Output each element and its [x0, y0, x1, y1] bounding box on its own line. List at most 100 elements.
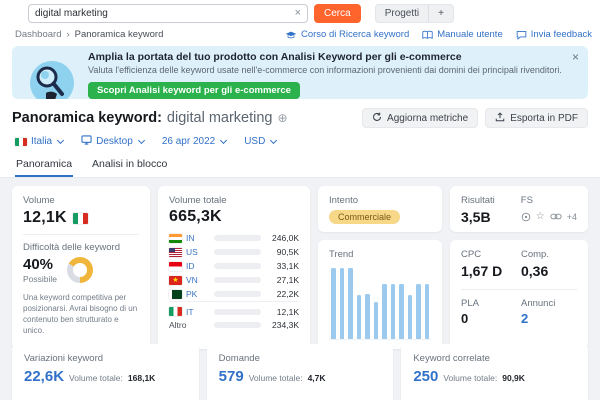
- filters-bar: Italia Desktop 26 apr 2022 USD: [0, 128, 600, 153]
- kd-donut-chart: [67, 257, 94, 283]
- star-icon[interactable]: ☆: [535, 211, 545, 222]
- breadcrumb-separator: ›: [66, 29, 70, 40]
- header-actions: Aggiorna metriche Esporta in PDF: [362, 108, 588, 128]
- country-row[interactable]: Altro 234,3K: [169, 320, 299, 330]
- kd-value: 40%: [23, 256, 54, 273]
- magnifier-illustration-icon: [30, 61, 74, 99]
- indonesia-flag-icon: [169, 261, 182, 271]
- col-keyword[interactable]: Keyword: [413, 398, 498, 400]
- chevron-down-icon: [220, 136, 228, 145]
- intent-badge[interactable]: Commerciale: [329, 210, 401, 224]
- manual-link[interactable]: Manuale utente: [422, 29, 503, 40]
- country-row[interactable]: PK 22,2K: [169, 287, 299, 301]
- banner-title: Amplia la portata del tuo prodotto con A…: [88, 51, 462, 63]
- clear-search-icon[interactable]: ×: [294, 7, 301, 19]
- col-keyword[interactable]: Keyword: [24, 398, 109, 400]
- fs-label: FS: [520, 195, 533, 206]
- intent-trend-column: Intento Commerciale Trend: [318, 186, 442, 349]
- help-links: Corso di Ricerca keyword Manuale utente …: [285, 29, 592, 40]
- col-volume[interactable]: Volume: [498, 398, 544, 400]
- country-row[interactable]: IN 246,0K: [169, 231, 299, 245]
- tabs-bar: Panoramica Analisi in blocco: [0, 153, 600, 178]
- cpc-label: CPC: [461, 249, 482, 260]
- search-button[interactable]: Cerca: [314, 4, 361, 23]
- banner-subtitle: Valuta l'efficienza delle keyword usate …: [88, 65, 562, 75]
- chevron-down-icon: [270, 136, 278, 145]
- banner-close-icon[interactable]: ×: [571, 50, 579, 64]
- country-filter[interactable]: Italia: [15, 136, 65, 147]
- comp-value: 0,36: [521, 263, 549, 279]
- domande-card: Domande 579 Volume totale: 4,7K Keyword …: [206, 344, 394, 400]
- page-title: Panoramica keyword: digital marketing ⊕: [12, 110, 288, 126]
- card-total: 168,1K: [127, 373, 156, 383]
- fs-more[interactable]: +4: [566, 211, 577, 222]
- device-filter[interactable]: Desktop: [81, 135, 145, 148]
- country-row[interactable]: ★ VN 27,1K: [169, 273, 299, 287]
- volume-totale-label: Volume totale: [169, 195, 227, 206]
- variazioni-keyword-card: Variazioni keyword 22,6K Volume totale: …: [12, 344, 199, 400]
- trend-bar: [365, 293, 370, 339]
- country-row[interactable]: ID 33,1K: [169, 259, 299, 273]
- feedback-link[interactable]: Invia feedback: [516, 29, 592, 40]
- trend-bar-chart: [329, 268, 431, 340]
- target-icon[interactable]: [521, 212, 531, 222]
- trend-bar: [424, 283, 429, 339]
- banner-cta-button[interactable]: Scopri Analisi keyword per gli e-commerc…: [88, 82, 300, 99]
- currency-filter[interactable]: USD: [244, 136, 278, 147]
- chevron-down-icon: [137, 136, 145, 145]
- trend-bar: [339, 268, 344, 339]
- table-header-row: Keyword Volume KD%: [219, 398, 382, 400]
- annunci-value[interactable]: 2: [521, 311, 529, 326]
- volume-totale-value: 665,3K: [169, 208, 222, 225]
- add-project-button[interactable]: +: [428, 5, 453, 22]
- italy-flag-icon: [72, 212, 88, 224]
- italy-flag-icon: [15, 137, 27, 146]
- banner-text: Amplia la portata del tuo prodotto con A…: [88, 46, 588, 99]
- date-filter[interactable]: 26 apr 2022: [162, 136, 228, 147]
- tab-panoramica[interactable]: Panoramica: [15, 155, 74, 177]
- promo-banner: Amplia la portata del tuo prodotto con A…: [12, 46, 588, 99]
- col-volume[interactable]: Volume: [303, 398, 349, 400]
- pla-value: 0: [461, 311, 469, 326]
- trend-label: Trend: [329, 249, 354, 260]
- col-kd[interactable]: KD%: [349, 398, 381, 400]
- table-header-row: Keyword Volume KD%: [24, 398, 187, 400]
- card-count[interactable]: 22,6K: [24, 368, 65, 385]
- card-count[interactable]: 579: [218, 368, 244, 385]
- col-kd[interactable]: KD%: [155, 398, 186, 400]
- kd-description: Una keyword competitiva per posizionarsi…: [23, 293, 138, 336]
- col-kd[interactable]: KD%: [544, 398, 576, 400]
- projects-button[interactable]: Progetti: [376, 5, 428, 22]
- export-pdf-button[interactable]: Esporta in PDF: [485, 108, 588, 128]
- india-flag-icon: [169, 233, 182, 243]
- tab-analisi-in-blocco[interactable]: Analisi in blocco: [92, 158, 168, 170]
- country-row[interactable]: US 90,5K: [169, 245, 299, 259]
- keyword-correlate-card: Keyword correlate 250 Volume totale: 90,…: [401, 344, 588, 400]
- search-input[interactable]: [35, 8, 295, 19]
- risultati-card: Risultati 3,5B FS ☆ +4: [450, 186, 588, 232]
- search-field-wrap: ×: [28, 4, 308, 23]
- chat-icon: [516, 30, 527, 40]
- card-count[interactable]: 250: [413, 368, 439, 385]
- trend-bar: [407, 294, 412, 339]
- vietnam-flag-icon: ★: [169, 275, 182, 285]
- breadcrumb-current: Panoramica keyword: [74, 29, 164, 40]
- chevron-down-icon: [57, 136, 65, 145]
- add-keyword-icon[interactable]: ⊕: [277, 111, 288, 125]
- breadcrumb-row: Dashboard › Panoramica keyword Corso di …: [0, 27, 600, 44]
- breadcrumb-dashboard[interactable]: Dashboard: [15, 29, 62, 40]
- col-keyword[interactable]: Keyword: [219, 398, 304, 400]
- country-row[interactable]: IT 12,1K: [169, 301, 299, 318]
- course-link[interactable]: Corso di Ricerca keyword: [285, 29, 409, 40]
- refresh-metrics-button[interactable]: Aggiorna metriche: [362, 108, 479, 128]
- cpc-value: 1,67 D: [461, 263, 503, 279]
- volume-totale-card: Volume totale 665,3K IN 246,0K US 90,5K …: [158, 186, 310, 349]
- card-title: Domande: [218, 353, 260, 364]
- link-icon[interactable]: [550, 213, 562, 220]
- risultati-value: 3,5B: [461, 209, 491, 225]
- projects-group: Progetti +: [374, 4, 454, 23]
- divider: [461, 289, 577, 290]
- export-icon: [495, 111, 505, 125]
- col-volume[interactable]: Volume: [109, 398, 154, 400]
